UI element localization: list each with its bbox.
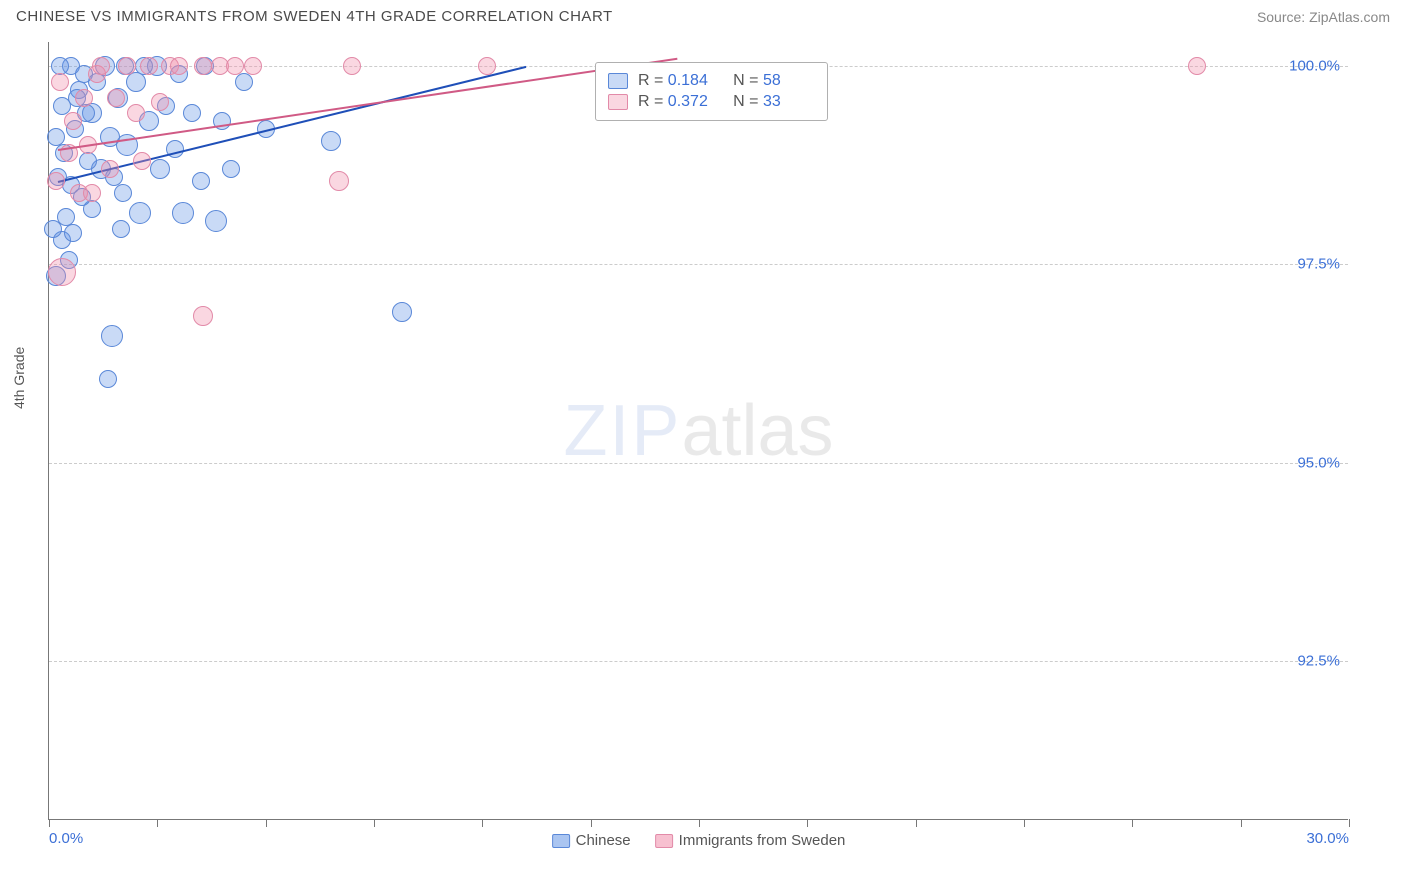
x-tick xyxy=(1024,819,1025,827)
series-swatch xyxy=(608,94,628,110)
data-point xyxy=(51,73,69,91)
x-tick xyxy=(916,819,917,827)
scatter-chart: 4th Grade ZIPatlas 92.5%95.0%97.5%100.0%… xyxy=(48,42,1348,820)
legend-item: Immigrants from Sweden xyxy=(655,832,846,849)
data-point xyxy=(194,57,212,75)
data-point xyxy=(133,152,151,170)
data-point xyxy=(192,172,210,190)
data-point xyxy=(92,57,110,75)
data-point xyxy=(172,202,194,224)
legend-swatch xyxy=(655,834,673,848)
x-tick-label: 30.0% xyxy=(1306,830,1349,847)
chart-title: CHINESE VS IMMIGRANTS FROM SWEDEN 4TH GR… xyxy=(16,8,613,25)
data-point xyxy=(151,93,169,111)
data-point xyxy=(48,258,76,286)
x-tick xyxy=(1349,819,1350,827)
data-point xyxy=(64,224,82,242)
data-point xyxy=(75,89,93,107)
x-tick xyxy=(699,819,700,827)
data-point xyxy=(47,172,65,190)
stats-row: R = 0.372 N = 33 xyxy=(608,93,815,111)
data-point xyxy=(1188,57,1206,75)
x-tick xyxy=(482,819,483,827)
y-axis-title: 4th Grade xyxy=(11,346,27,408)
data-point xyxy=(226,57,244,75)
data-point xyxy=(101,160,119,178)
x-tick xyxy=(1132,819,1133,827)
watermark-zip: ZIP xyxy=(563,391,681,471)
data-point xyxy=(114,184,132,202)
data-point xyxy=(150,159,170,179)
data-point xyxy=(235,73,253,91)
gridline xyxy=(49,661,1348,662)
data-point xyxy=(79,152,97,170)
data-point xyxy=(329,171,349,191)
data-point xyxy=(64,112,82,130)
data-point xyxy=(129,202,151,224)
x-tick xyxy=(374,819,375,827)
stats-text: R = 0.184 N = 58 xyxy=(638,72,815,90)
data-point xyxy=(118,57,136,75)
y-tick-label: 95.0% xyxy=(1297,454,1340,471)
watermark-atlas: atlas xyxy=(681,391,833,471)
data-point xyxy=(107,89,125,107)
data-point xyxy=(47,128,65,146)
x-tick xyxy=(1241,819,1242,827)
data-point xyxy=(44,220,62,238)
series-swatch xyxy=(608,73,628,89)
data-point xyxy=(112,220,130,238)
data-point xyxy=(183,104,201,122)
data-point xyxy=(127,104,145,122)
data-point xyxy=(244,57,262,75)
gridline xyxy=(49,463,1348,464)
data-point xyxy=(83,184,101,202)
data-point xyxy=(343,57,361,75)
x-tick xyxy=(266,819,267,827)
x-tick-label: 0.0% xyxy=(49,830,83,847)
stats-text: R = 0.372 N = 33 xyxy=(638,93,815,111)
x-tick xyxy=(591,819,592,827)
data-point xyxy=(205,210,227,232)
watermark: ZIPatlas xyxy=(563,390,833,472)
y-tick-label: 97.5% xyxy=(1297,256,1340,273)
y-tick-label: 92.5% xyxy=(1297,653,1340,670)
series-legend: Chinese Immigrants from Sweden xyxy=(552,832,846,849)
x-tick xyxy=(157,819,158,827)
data-point xyxy=(99,370,117,388)
x-tick xyxy=(49,819,50,827)
gridline xyxy=(49,264,1348,265)
data-point xyxy=(193,306,213,326)
stats-legend: R = 0.184 N = 58 R = 0.372 N = 33 xyxy=(595,62,828,121)
stats-row: R = 0.184 N = 58 xyxy=(608,72,815,90)
x-tick xyxy=(807,819,808,827)
data-point xyxy=(392,302,412,322)
data-point xyxy=(101,325,123,347)
y-tick-label: 100.0% xyxy=(1289,57,1340,74)
data-point xyxy=(140,57,158,75)
data-point xyxy=(222,160,240,178)
data-point xyxy=(321,131,341,151)
data-point xyxy=(170,57,188,75)
legend-item: Chinese xyxy=(552,832,631,849)
source-attribution: Source: ZipAtlas.com xyxy=(1257,9,1390,25)
legend-swatch xyxy=(552,834,570,848)
data-point xyxy=(478,57,496,75)
